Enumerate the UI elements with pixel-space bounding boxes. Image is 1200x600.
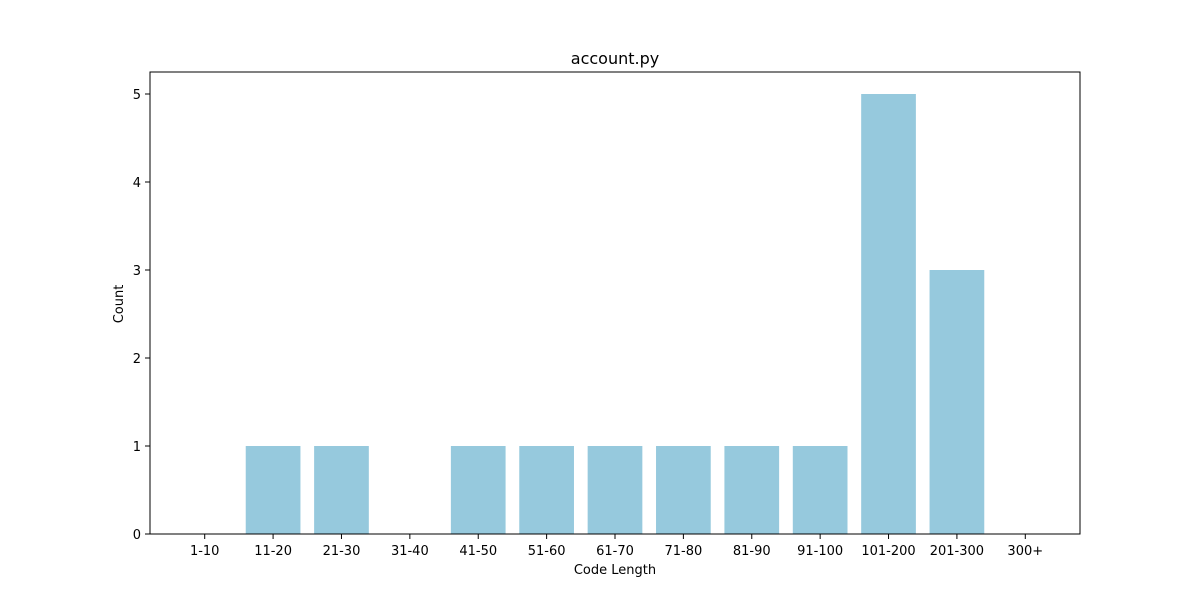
x-tick-label: 300+: [1007, 544, 1043, 559]
bar-21-30: [314, 446, 369, 534]
x-tick-label: 101-200: [861, 544, 915, 559]
y-tick-label: 1: [133, 440, 141, 455]
x-axis: 1-10 11-20 21-30 31-40 41-50 51-60 61-70 71-80 8…: [190, 534, 1043, 559]
x-tick-label: 21-30: [323, 544, 361, 559]
bar-61-70: [587, 446, 643, 534]
y-axis-label: Count: [112, 285, 127, 324]
y-tick-label: 0: [133, 528, 141, 543]
bar-11-20: [245, 446, 301, 534]
x-tick-label: 31-40: [391, 544, 429, 559]
x-tick-label: 71-80: [664, 544, 702, 559]
bar-71-80: [656, 446, 711, 534]
x-tick-label: 61-70: [596, 544, 634, 559]
y-tick-label: 4: [133, 176, 141, 191]
bars-group: [245, 94, 985, 534]
x-tick-label: 81-90: [733, 544, 771, 559]
bar-91-100: [792, 446, 848, 534]
x-axis-label: Code Length: [574, 563, 656, 578]
bar-101-200: [861, 94, 916, 534]
y-tick-label: 5: [133, 88, 141, 103]
x-tick-label: 1-10: [190, 544, 220, 559]
bar-201-300: [929, 270, 985, 534]
x-tick-label: 51-60: [528, 544, 566, 559]
bar-81-90: [724, 446, 780, 534]
x-tick-label: 41-50: [459, 544, 497, 559]
bar-51-60: [519, 446, 574, 534]
y-tick-label: 3: [133, 264, 141, 279]
y-tick-label: 2: [133, 352, 141, 367]
y-axis: 0 1 2 3 4 5: [133, 88, 150, 543]
x-tick-label: 201-300: [930, 544, 984, 559]
chart-title: account.py: [571, 49, 659, 68]
x-tick-label: 11-20: [254, 544, 292, 559]
x-tick-label: 91-100: [797, 544, 843, 559]
bar-41-50: [450, 446, 506, 534]
plot-frame: [149, 71, 1081, 535]
